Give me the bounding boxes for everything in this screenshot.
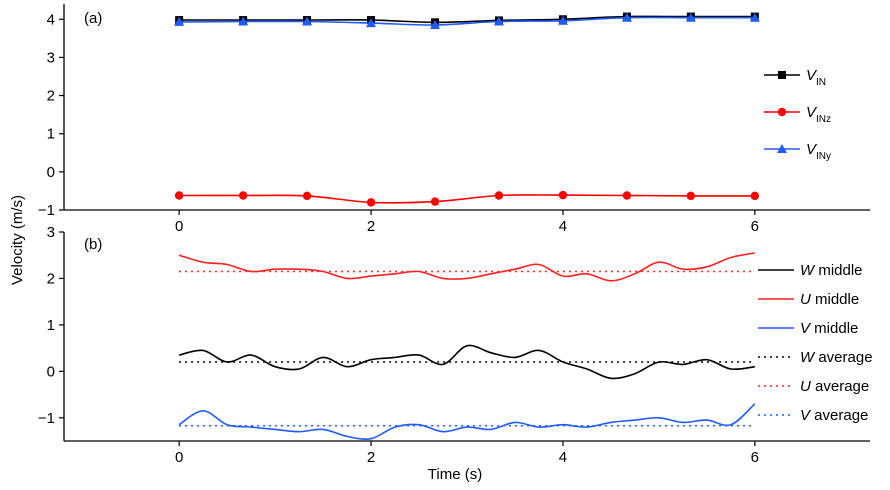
x-tick-label: 6 xyxy=(751,218,759,235)
marker-triangle xyxy=(493,16,504,26)
series-v-inz xyxy=(174,190,760,207)
marker-circle xyxy=(686,191,696,201)
y-tick-label: 0 xyxy=(47,164,55,181)
x-tick-label: 0 xyxy=(175,218,183,235)
marker-circle xyxy=(174,191,184,200)
legend-label: V middle xyxy=(800,320,858,337)
legend-item: V middle xyxy=(758,320,858,337)
y-tick-label: 2 xyxy=(47,88,55,105)
legend-item: V average xyxy=(758,407,868,424)
x-tick-label: 0 xyxy=(175,449,183,466)
legend-item: VINz xyxy=(764,104,831,125)
y-tick-label: 3 xyxy=(47,49,55,66)
marker-circle xyxy=(750,191,760,201)
series-v-middle xyxy=(178,403,756,440)
legend-item: VIN xyxy=(764,67,826,88)
x-tick-label: 2 xyxy=(367,449,375,466)
marker-circle xyxy=(494,191,504,200)
legend-label: VIN xyxy=(806,67,826,88)
y-tick-label: 0 xyxy=(47,363,55,380)
marker-triangle xyxy=(777,144,787,153)
x-tick-label: 6 xyxy=(751,449,759,466)
series-w-middle xyxy=(178,344,756,380)
series-v-iny xyxy=(174,12,760,29)
legend-label: W middle xyxy=(800,262,863,279)
marker-triangle xyxy=(749,12,760,22)
y-tick-label: 4 xyxy=(47,11,55,28)
y-axis-label: Velocity (m/s) xyxy=(9,195,26,285)
y-tick-label: −1 xyxy=(38,202,55,219)
series-v-in xyxy=(175,12,759,27)
x-axis-label: Time (s) xyxy=(428,466,482,483)
y-tick-label: 2 xyxy=(47,270,55,287)
panel-a-label: (a) xyxy=(84,10,102,27)
series-line xyxy=(178,344,756,380)
marker-triangle xyxy=(621,12,632,22)
panel-b: (b) −1 0 1 2 3 0 2 4 6 W middle U middle V middle W … xyxy=(38,224,873,466)
marker-circle xyxy=(622,191,632,200)
marker-circle xyxy=(558,190,568,200)
marker-circle xyxy=(366,198,376,207)
y-tick-label: 1 xyxy=(47,126,55,143)
panel-b-label: (b) xyxy=(84,236,102,253)
x-tick-label: 2 xyxy=(367,218,375,235)
marker-triangle xyxy=(302,16,313,26)
legend-label: VINz xyxy=(806,104,831,125)
legend-label: VINy xyxy=(806,141,831,162)
x-tick-label: 4 xyxy=(559,218,567,235)
legend-item: U middle xyxy=(758,291,859,308)
legend-label: V average xyxy=(800,407,868,424)
marker-circle xyxy=(430,197,440,206)
marker-triangle xyxy=(685,12,696,22)
legend-item: VINy xyxy=(764,141,831,162)
legend-label: U average xyxy=(800,378,869,395)
marker-triangle xyxy=(430,19,441,29)
y-tick-label: 3 xyxy=(47,224,55,241)
legend-item: W middle xyxy=(758,262,863,279)
marker-triangle xyxy=(174,16,185,26)
series-line xyxy=(178,252,756,282)
legend-item: U average xyxy=(758,378,869,395)
legend-label: W average xyxy=(800,349,873,366)
y-tick-label: −1 xyxy=(38,410,55,427)
y-tick-label: 1 xyxy=(47,317,55,334)
marker-circle xyxy=(777,107,787,117)
series-line xyxy=(179,194,755,204)
legend-label: U middle xyxy=(800,291,859,308)
series-line xyxy=(179,15,755,24)
x-tick-label: 4 xyxy=(559,449,567,466)
marker-triangle xyxy=(557,15,568,25)
marker-triangle xyxy=(366,18,377,28)
series-line xyxy=(178,403,756,440)
series-line xyxy=(179,16,755,26)
panel-a: (a) −1 0 1 2 3 4 0 2 4 6 VIN VINz VINy xyxy=(38,4,870,235)
marker-square xyxy=(778,71,786,79)
series-u-middle xyxy=(178,252,756,282)
legend-item: W average xyxy=(758,349,873,366)
marker-circle xyxy=(302,191,312,201)
marker-circle xyxy=(238,191,248,200)
marker-triangle xyxy=(238,16,249,26)
